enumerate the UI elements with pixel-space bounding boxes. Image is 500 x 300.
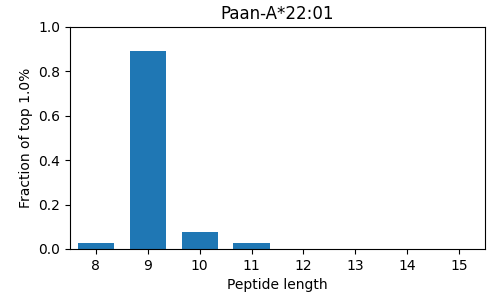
Bar: [130, 51, 166, 249]
X-axis label: Peptide length: Peptide length: [227, 278, 328, 292]
Bar: [182, 232, 218, 249]
Title: Paan-A*22:01: Paan-A*22:01: [221, 5, 334, 23]
Bar: [234, 243, 270, 249]
Y-axis label: Fraction of top 1.0%: Fraction of top 1.0%: [18, 68, 32, 208]
Bar: [78, 243, 114, 249]
